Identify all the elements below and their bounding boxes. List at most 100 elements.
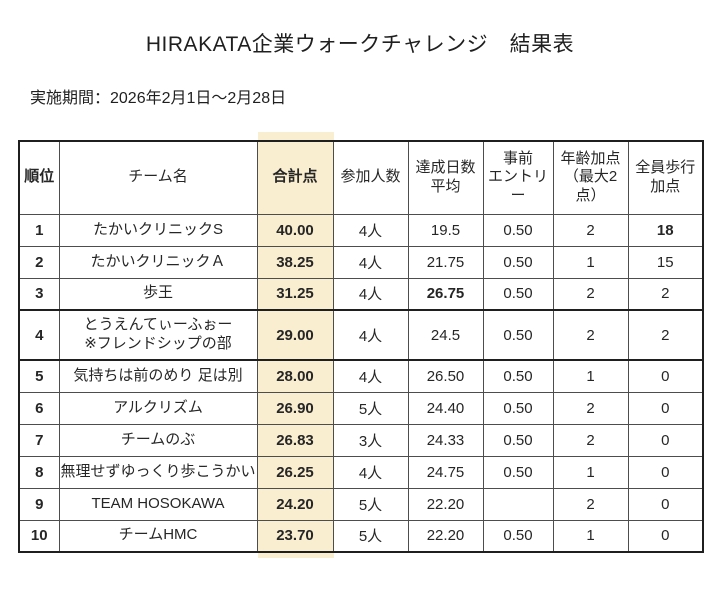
age-bonus-cell: 2 [552, 277, 629, 311]
age-bonus-cell: 2 [552, 213, 629, 247]
avg-days-cell: 21.75 [407, 245, 484, 279]
team-name-cell: TEAM HOSOKAWA [58, 487, 258, 521]
rank-cell: 10 [18, 519, 60, 553]
members-cell: 4人 [332, 359, 409, 393]
header-total: 合計点 [256, 140, 334, 215]
highlight-column-tab-bottom [258, 553, 334, 558]
avg-days-cell: 26.75 [407, 277, 484, 311]
age-bonus-cell: 2 [552, 423, 629, 457]
pre-entry-cell: 0.50 [482, 423, 554, 457]
table-row: 7 チームのぶ 26.83 3人 24.33 0.50 2 0 [18, 423, 704, 457]
team-name-cell: 歩王 [58, 277, 258, 311]
header-pre-entry: 事前 エントリー [482, 140, 554, 215]
page-title: HIRAKATA企業ウォークチャレンジ 結果表 [145, 33, 575, 56]
age-bonus-cell: 1 [552, 359, 629, 393]
table-row: 2 たかいクリニックＡ 38.25 4人 21.75 0.50 1 15 [18, 245, 704, 279]
team-name-cell: チームHMC [58, 519, 258, 553]
members-cell: 4人 [332, 309, 409, 361]
age-bonus-cell: 1 [552, 455, 629, 489]
avg-days-cell: 24.40 [407, 391, 484, 425]
rank-cell: 8 [18, 455, 60, 489]
table-row: 9 TEAM HOSOKAWA 24.20 5人 22.20 2 0 [18, 487, 704, 521]
total-points-cell: 26.83 [256, 423, 334, 457]
team-name-cell: 気持ちは前のめり 足は別 [58, 359, 258, 393]
highlight-column-tab-top [258, 132, 334, 140]
header-avg-days: 達成日数 平均 [407, 140, 484, 215]
team-name-cell: チームのぶ [58, 423, 258, 457]
header-rank: 順位 [18, 140, 60, 215]
all-walk-bonus-cell: 0 [627, 487, 704, 521]
team-name-cell: たかいクリニックS [58, 213, 258, 247]
header-members: 参加人数 [332, 140, 409, 215]
header-all-walk-bonus: 全員歩行 加点 [627, 140, 704, 215]
team-name-cell: アルクリズム [58, 391, 258, 425]
pre-entry-cell: 0.50 [482, 519, 554, 553]
all-walk-bonus-cell: 18 [627, 213, 704, 247]
avg-days-cell: 24.5 [407, 309, 484, 361]
team-name-cell: たかいクリニックＡ [58, 245, 258, 279]
table-row: 8 無理せずゆっくり歩こうかい 26.25 4人 24.75 0.50 1 0 [18, 455, 704, 489]
rank-cell: 1 [18, 213, 60, 247]
table-row: 10 チームHMC 23.70 5人 22.20 0.50 1 0 [18, 519, 704, 553]
table-row: 1 たかいクリニックS 40.00 4人 19.5 0.50 2 18 [18, 213, 704, 247]
rank-cell: 2 [18, 245, 60, 279]
total-points-cell: 24.20 [256, 487, 334, 521]
members-cell: 5人 [332, 391, 409, 425]
pre-entry-cell [482, 487, 554, 521]
header-row: 順位 チーム名 合計点 参加人数 達成日数 平均 事前 エントリー 年齢加点 （… [18, 140, 704, 215]
avg-days-cell: 22.20 [407, 487, 484, 521]
total-points-cell: 38.25 [256, 245, 334, 279]
header-age-bonus: 年齢加点 （最大2点） [552, 140, 629, 215]
pre-entry-cell: 0.50 [482, 309, 554, 361]
team-name-cell: とうえんてぃーふぉー ※フレンドシップの部 [58, 309, 258, 361]
all-walk-bonus-cell: 0 [627, 423, 704, 457]
all-walk-bonus-cell: 2 [627, 309, 704, 361]
table-row: 4 とうえんてぃーふぉー ※フレンドシップの部 29.00 4人 24.5 0.… [18, 309, 704, 361]
avg-days-cell: 19.5 [407, 213, 484, 247]
rank-cell: 7 [18, 423, 60, 457]
total-points-cell: 40.00 [256, 213, 334, 247]
members-cell: 5人 [332, 519, 409, 553]
table-row: 6 アルクリズム 26.90 5人 24.40 0.50 2 0 [18, 391, 704, 425]
pre-entry-cell: 0.50 [482, 245, 554, 279]
age-bonus-cell: 2 [552, 391, 629, 425]
avg-days-cell: 26.50 [407, 359, 484, 393]
pre-entry-cell: 0.50 [482, 359, 554, 393]
total-points-cell: 28.00 [256, 359, 334, 393]
age-bonus-cell: 2 [552, 309, 629, 361]
avg-days-cell: 24.75 [407, 455, 484, 489]
all-walk-bonus-cell: 2 [627, 277, 704, 311]
pre-entry-cell: 0.50 [482, 277, 554, 311]
total-points-cell: 31.25 [256, 277, 334, 311]
avg-days-cell: 22.20 [407, 519, 484, 553]
rank-cell: 3 [18, 277, 60, 311]
total-points-cell: 26.25 [256, 455, 334, 489]
all-walk-bonus-cell: 15 [627, 245, 704, 279]
members-cell: 5人 [332, 487, 409, 521]
all-walk-bonus-cell: 0 [627, 391, 704, 425]
rank-cell: 6 [18, 391, 60, 425]
table-row: 3 歩王 31.25 4人 26.75 0.50 2 2 [18, 277, 704, 311]
members-cell: 3人 [332, 423, 409, 457]
total-points-cell: 23.70 [256, 519, 334, 553]
members-cell: 4人 [332, 277, 409, 311]
pre-entry-cell: 0.50 [482, 213, 554, 247]
age-bonus-cell: 2 [552, 487, 629, 521]
pre-entry-cell: 0.50 [482, 391, 554, 425]
all-walk-bonus-cell: 0 [627, 455, 704, 489]
total-points-cell: 26.90 [256, 391, 334, 425]
rank-cell: 4 [18, 309, 60, 361]
all-walk-bonus-cell: 0 [627, 359, 704, 393]
age-bonus-cell: 1 [552, 245, 629, 279]
members-cell: 4人 [332, 245, 409, 279]
rank-cell: 5 [18, 359, 60, 393]
header-team: チーム名 [58, 140, 258, 215]
rank-cell: 9 [18, 487, 60, 521]
table-row: 5 気持ちは前のめり 足は別 28.00 4人 26.50 0.50 1 0 [18, 359, 704, 393]
results-table: 順位 チーム名 合計点 参加人数 達成日数 平均 事前 エントリー 年齢加点 （… [18, 140, 704, 553]
results-table-area: 順位 チーム名 合計点 参加人数 達成日数 平均 事前 エントリー 年齢加点 （… [18, 132, 704, 558]
total-points-cell: 29.00 [256, 309, 334, 361]
all-walk-bonus-cell: 0 [627, 519, 704, 553]
age-bonus-cell: 1 [552, 519, 629, 553]
